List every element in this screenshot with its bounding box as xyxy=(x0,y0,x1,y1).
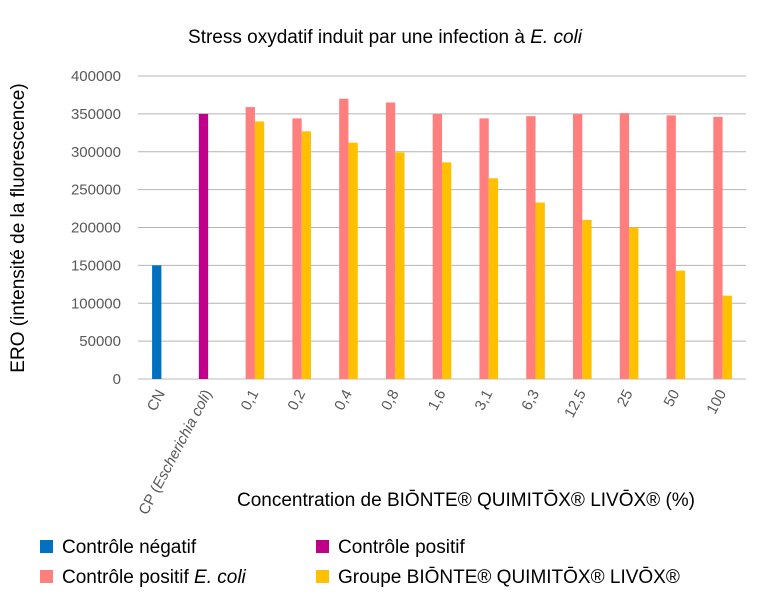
legend-swatch xyxy=(40,570,53,583)
bar-cp-ecoli xyxy=(713,116,723,379)
legend-label-part: E. coli xyxy=(194,567,247,588)
x-tick-label: 0,8 xyxy=(378,387,403,413)
x-axis-label: Concentration de BIŌNTE® QUIMITŌX® LIVŌX… xyxy=(237,490,695,511)
legend-swatch xyxy=(316,570,329,583)
y-tick-label: 50000 xyxy=(79,333,121,350)
x-tick-label: 12,5 xyxy=(561,387,590,421)
x-tick-label: 0,2 xyxy=(284,387,309,413)
y-tick-label: 100000 xyxy=(71,295,121,312)
legend-label: Contrôle positif xyxy=(338,537,465,558)
legend-label: Contrôle positif E. coli xyxy=(62,567,247,588)
bar-cp-ecoli xyxy=(479,118,489,380)
bar-groupe xyxy=(254,121,265,379)
bar-groupe xyxy=(582,219,592,379)
legend-swatch xyxy=(40,540,53,553)
bar-cp-ecoli xyxy=(432,113,442,379)
x-tick-label: 6,3 xyxy=(518,387,543,413)
legend-label-part: Contrôle positif xyxy=(338,537,465,558)
legend-label-part: Groupe BIŌNTE® QUIMITŌX® LIVŌX® xyxy=(338,567,680,588)
y-tick-label: 200000 xyxy=(71,220,121,237)
bar-groupe xyxy=(442,162,452,379)
legend-label: Groupe BIŌNTE® QUIMITŌX® LIVŌX® xyxy=(338,567,680,588)
bar-cp-ecoli xyxy=(292,118,302,380)
bar-cp-ecoli xyxy=(573,113,583,379)
bar-cp-ecoli xyxy=(619,113,630,380)
y-tick-label: 350000 xyxy=(71,106,121,123)
bar-groupe xyxy=(301,131,311,379)
bar-cp-ecoli xyxy=(385,102,396,379)
x-tick-label: CN xyxy=(144,387,169,414)
bar-groupe xyxy=(629,227,639,379)
legend-label-part: Contrôle négatif xyxy=(62,537,197,558)
bar-groupe xyxy=(395,152,405,379)
x-tick-label: 0,4 xyxy=(331,387,356,413)
y-tick-label: 400000 xyxy=(71,68,121,85)
bar-groupe xyxy=(675,270,686,379)
legend-swatch xyxy=(316,540,329,553)
y-tick-label: 150000 xyxy=(71,257,121,274)
legend-label-part: Contrôle positif xyxy=(62,567,194,588)
legend-label: Contrôle négatif xyxy=(62,537,197,558)
bar-controle-negatif xyxy=(152,265,162,379)
bar-cp-ecoli xyxy=(666,115,676,379)
y-axis-label: ERO (intensité de la fluorescence) xyxy=(8,83,29,372)
bar-groupe xyxy=(535,202,545,379)
x-tick-label: 1,6 xyxy=(425,387,450,413)
y-tick-label: 300000 xyxy=(71,144,121,161)
bar-controle-positif xyxy=(198,113,209,379)
chart-title: Stress oxydatif induit par une infection… xyxy=(188,27,583,48)
x-tick-label: 3,1 xyxy=(471,387,496,413)
x-tick-label: 100 xyxy=(703,387,730,417)
bar-groupe xyxy=(348,142,358,379)
legend-item: Contrôle positif E. coli xyxy=(40,567,247,588)
legend-item: Contrôle négatif xyxy=(40,537,197,558)
bar-cp-ecoli xyxy=(339,98,349,379)
bar-cp-ecoli xyxy=(526,116,536,380)
legend-item: Contrôle positif xyxy=(316,537,465,558)
y-tick-label: 250000 xyxy=(71,182,121,199)
bar-cp-ecoli xyxy=(245,107,255,380)
x-tick-label: 0,1 xyxy=(238,387,263,413)
bar-groupe xyxy=(488,178,499,379)
x-tick-label: 25 xyxy=(614,387,637,410)
y-tick-label: 0 xyxy=(113,371,121,388)
legend-item: Groupe BIŌNTE® QUIMITŌX® LIVŌX® xyxy=(316,567,680,588)
x-tick-label: 50 xyxy=(661,387,684,410)
bar-groupe xyxy=(722,295,732,379)
